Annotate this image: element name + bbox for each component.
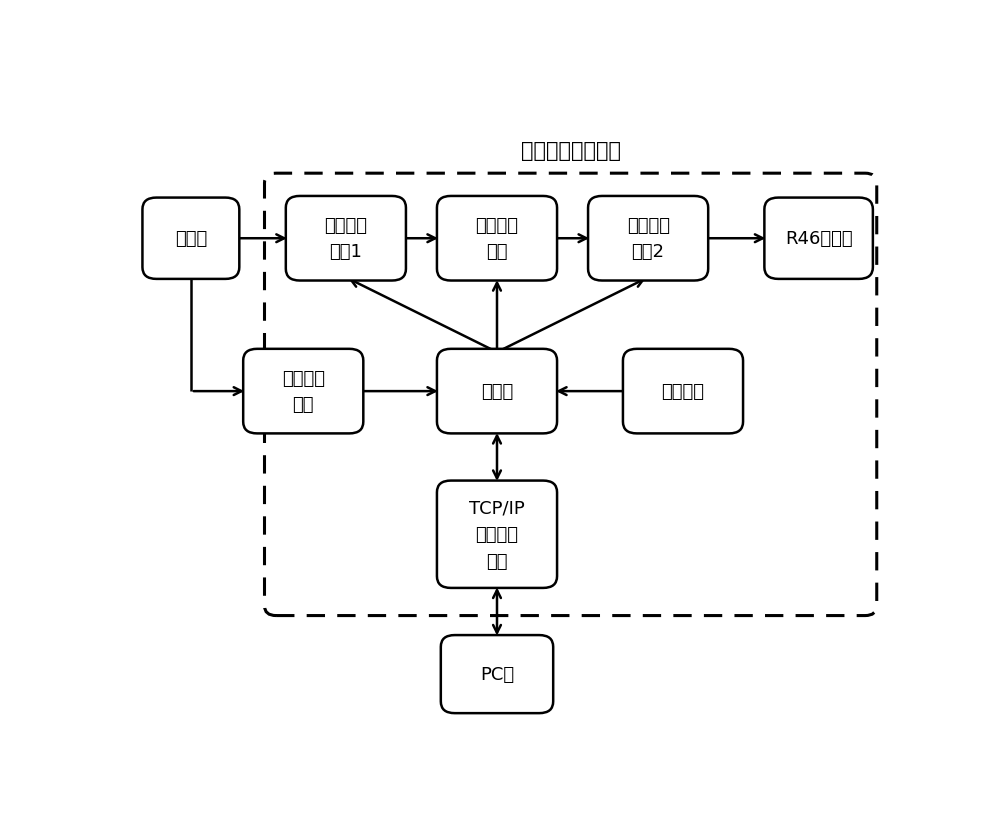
FancyBboxPatch shape	[441, 635, 553, 713]
Text: 电源电路: 电源电路	[662, 383, 704, 400]
FancyBboxPatch shape	[437, 481, 557, 588]
Text: R46电能表: R46电能表	[785, 230, 852, 248]
FancyBboxPatch shape	[623, 349, 743, 434]
Text: TCP/IP
网络通讯
模块: TCP/IP 网络通讯 模块	[469, 500, 525, 570]
Text: PC机: PC机	[480, 665, 514, 683]
Text: 电压采样
电路2: 电压采样 电路2	[627, 217, 670, 261]
FancyBboxPatch shape	[764, 198, 873, 280]
Text: 主控器: 主控器	[481, 383, 513, 400]
Text: 电压跌落
电路: 电压跌落 电路	[476, 217, 518, 261]
FancyBboxPatch shape	[588, 197, 708, 281]
FancyBboxPatch shape	[142, 198, 239, 280]
Text: 电压跌落试验装置: 电压跌落试验装置	[521, 141, 621, 161]
Text: 功率源: 功率源	[175, 230, 207, 248]
Text: 电压采样
电路1: 电压采样 电路1	[324, 217, 367, 261]
Text: 过零检测
电路: 过零检测 电路	[282, 370, 325, 414]
FancyBboxPatch shape	[437, 197, 557, 281]
FancyBboxPatch shape	[286, 197, 406, 281]
FancyBboxPatch shape	[243, 349, 363, 434]
FancyBboxPatch shape	[437, 349, 557, 434]
